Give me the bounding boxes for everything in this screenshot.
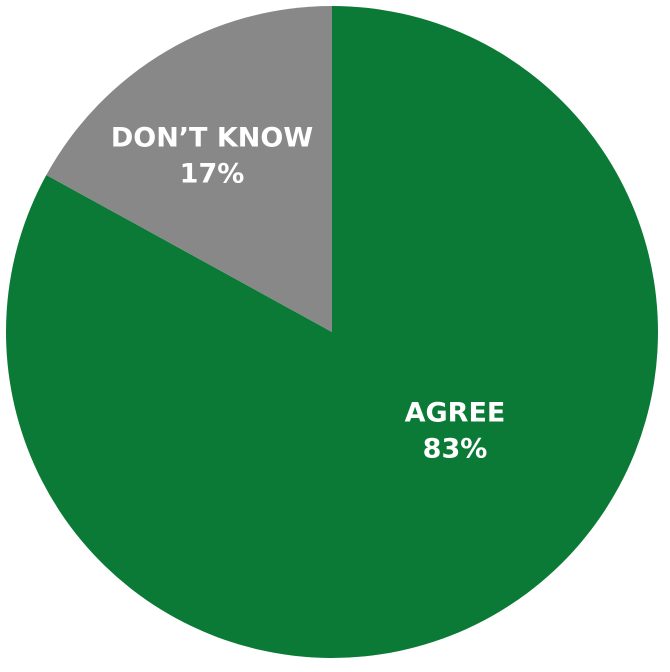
pie-slices <box>5 6 658 659</box>
slice-value-don-t-know: 17% <box>180 159 245 190</box>
pie-labels: AGREE 83% DON’T KNOW 17% <box>111 123 506 465</box>
slice-value-agree: 83% <box>423 434 488 465</box>
slice-label-agree: AGREE <box>405 398 506 429</box>
slice-label-don-t-know: DON’T KNOW <box>111 123 313 154</box>
pie-slice-agree <box>5 6 658 659</box>
pie-slice-don-t-know <box>46 6 332 332</box>
